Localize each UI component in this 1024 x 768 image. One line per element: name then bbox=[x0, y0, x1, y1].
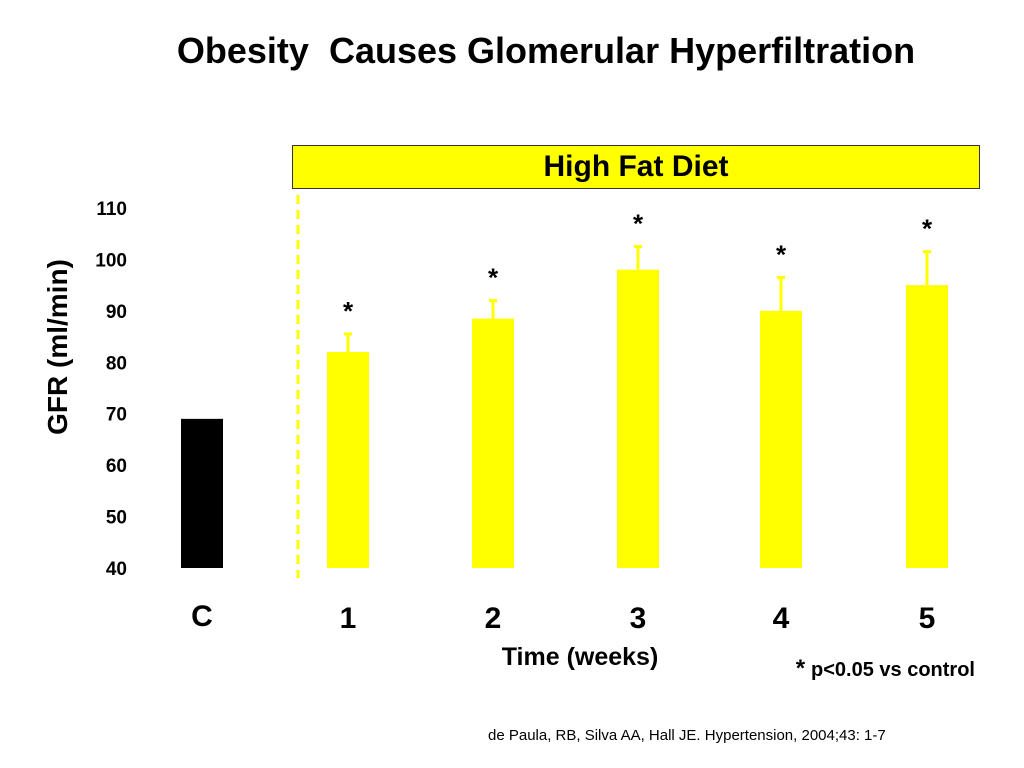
bar bbox=[760, 310, 802, 568]
x-tick-label: 2 bbox=[485, 602, 502, 635]
y-tick-label: 80 bbox=[106, 353, 127, 374]
bar bbox=[906, 285, 948, 568]
x-tick-label: 3 bbox=[630, 602, 647, 635]
footnote-marker: * bbox=[796, 655, 806, 682]
y-axis-label: GFR (ml/min) bbox=[42, 259, 73, 435]
y-tick-label: 100 bbox=[95, 250, 127, 271]
significance-star: * bbox=[922, 214, 933, 244]
banner-label: High Fat Diet bbox=[543, 150, 729, 183]
x-tick-label: 5 bbox=[919, 602, 936, 635]
bar bbox=[617, 269, 659, 568]
error-bars bbox=[344, 245, 931, 352]
significance-star: * bbox=[776, 239, 787, 269]
significance-star: * bbox=[488, 263, 499, 293]
bars bbox=[181, 269, 948, 568]
x-tick-label: 4 bbox=[773, 602, 790, 635]
significance-footnote: * p<0.05 vs control bbox=[796, 655, 975, 682]
high-fat-diet-banner: High Fat Diet bbox=[292, 145, 980, 189]
bar bbox=[472, 318, 514, 568]
significance-markers: * * * * * bbox=[343, 209, 933, 326]
y-axis-ticks: 40 50 60 70 80 90 100 110 bbox=[95, 199, 127, 580]
citation: de Paula, RB, Silva AA, Hall JE. Hyperte… bbox=[488, 727, 886, 744]
x-axis-label: Time (weeks) bbox=[502, 643, 659, 671]
bar bbox=[181, 418, 223, 568]
significance-star: * bbox=[633, 209, 644, 239]
footnote-text: p<0.05 vs control bbox=[811, 659, 975, 681]
x-tick-label: C bbox=[191, 600, 213, 633]
y-tick-label: 40 bbox=[106, 559, 127, 580]
y-tick-label: 90 bbox=[106, 302, 127, 323]
x-axis-ticks: C 1 2 3 4 5 bbox=[191, 600, 935, 635]
y-tick-label: 70 bbox=[106, 405, 127, 426]
slide-title: Obesity Causes Glomerular Hyperfiltratio… bbox=[176, 30, 916, 71]
y-tick-label: 60 bbox=[106, 456, 127, 477]
significance-star: * bbox=[343, 296, 354, 326]
y-tick-label: 110 bbox=[96, 199, 127, 220]
y-tick-label: 50 bbox=[106, 508, 127, 529]
bar bbox=[327, 352, 369, 568]
x-tick-label: 1 bbox=[340, 602, 357, 635]
